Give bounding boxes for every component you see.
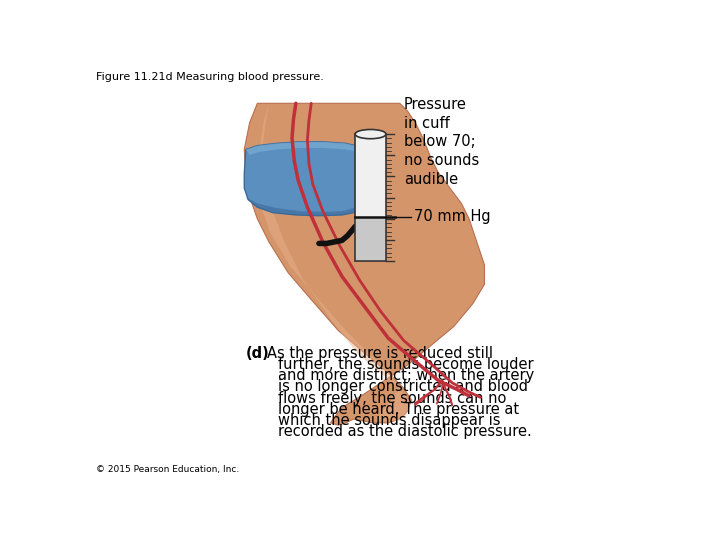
Text: Figure 11.21d Measuring blood pressure.: Figure 11.21d Measuring blood pressure. <box>96 72 323 83</box>
Polygon shape <box>246 197 373 215</box>
Text: recorded as the diastolic pressure.: recorded as the diastolic pressure. <box>278 424 532 439</box>
Polygon shape <box>244 142 381 215</box>
Text: which the sounds disappear is: which the sounds disappear is <box>278 413 500 428</box>
Polygon shape <box>257 103 411 421</box>
Text: flows freely, the sounds can no: flows freely, the sounds can no <box>278 390 506 406</box>
Bar <box>355 134 386 261</box>
Polygon shape <box>244 103 485 425</box>
Text: As the pressure is reduced still: As the pressure is reduced still <box>267 346 493 361</box>
Bar <box>356 217 385 260</box>
Text: and more distinct; when the artery: and more distinct; when the artery <box>278 368 534 383</box>
Text: longer be heard. The pressure at: longer be heard. The pressure at <box>278 402 519 417</box>
Text: further, the sounds become louder: further, the sounds become louder <box>278 357 534 372</box>
Text: 70 mm Hg: 70 mm Hg <box>414 209 490 224</box>
Text: Pressure
in cuff
below 70;
no sounds
audible: Pressure in cuff below 70; no sounds aud… <box>404 97 479 186</box>
Text: (d): (d) <box>246 346 269 361</box>
Polygon shape <box>246 142 377 157</box>
Text: © 2015 Pearson Education, Inc.: © 2015 Pearson Education, Inc. <box>96 465 239 475</box>
Text: is no longer constricted and blood: is no longer constricted and blood <box>278 379 528 394</box>
Ellipse shape <box>355 130 386 139</box>
